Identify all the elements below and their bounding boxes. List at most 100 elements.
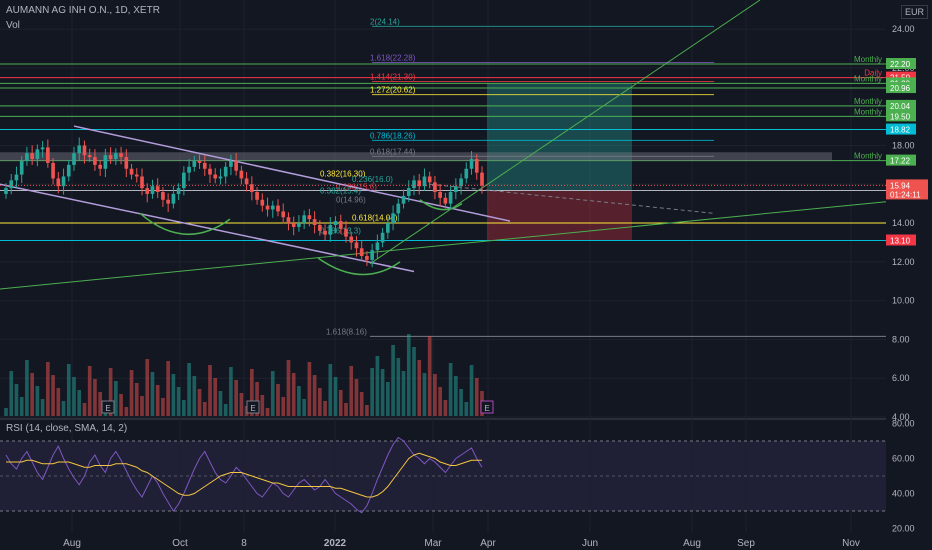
volume-bar — [129, 370, 134, 416]
candle-body — [87, 155, 92, 158]
last-price-value: 15.94 — [890, 181, 911, 190]
volume-bar — [14, 384, 19, 416]
volume-bar — [192, 376, 197, 416]
candle-body — [114, 153, 118, 160]
pattern-arc — [419, 199, 463, 211]
earnings-marker — [480, 400, 494, 414]
x-tick-label: Aug — [63, 538, 81, 549]
volume-bar — [250, 369, 254, 416]
candle-body — [129, 168, 134, 175]
price-level-value: 20.96 — [890, 84, 911, 93]
rsi-tick-label: 60.00 — [892, 454, 915, 464]
price-level-value: 18.82 — [890, 126, 911, 135]
candle-body — [375, 242, 380, 251]
x-tick-label: 8 — [241, 538, 247, 549]
candle-body — [35, 149, 40, 160]
candle-body — [365, 256, 369, 260]
volume-bar — [208, 365, 212, 416]
candle-body — [255, 192, 259, 200]
candle-body — [25, 153, 29, 161]
candle-body — [380, 232, 385, 243]
volume-bar — [72, 377, 76, 416]
x-tick-label: Mar — [424, 538, 442, 549]
long-stop-zone — [487, 190, 632, 241]
candle-body — [276, 205, 280, 212]
volume-bar — [333, 377, 338, 416]
volume-bar — [270, 371, 275, 416]
earnings-marker-label: E — [250, 404, 255, 413]
volume-bar — [307, 362, 312, 416]
volume-bar — [171, 374, 176, 416]
candle-body — [323, 230, 327, 235]
candle-body — [166, 199, 170, 204]
candle-body — [140, 176, 144, 189]
volume-bar — [370, 368, 374, 416]
level-tag: Monthly — [854, 74, 882, 83]
candle-body — [459, 178, 463, 187]
volume-bar — [30, 373, 34, 416]
candle-body — [291, 223, 296, 227]
volume-bar — [61, 401, 66, 416]
volume-label: Vol — [6, 20, 20, 31]
candle-body — [396, 203, 401, 214]
candle-body — [464, 168, 469, 179]
candle-body — [145, 188, 150, 194]
candle-body — [433, 182, 437, 193]
fib-label: 0(14.96) — [336, 195, 366, 204]
fib-label: 0.618(14.04) — [352, 213, 398, 222]
price-tick-label: 6.00 — [892, 373, 910, 383]
price-tick-label: 4.00 — [892, 412, 910, 422]
volume-bar — [255, 382, 259, 416]
price-tick-label: 10.00 — [892, 296, 915, 306]
level-tag: Daily — [864, 69, 882, 78]
long-trend-line — [0, 201, 887, 290]
candle-body — [270, 205, 275, 210]
volume-bar — [25, 360, 29, 416]
volume-bar — [438, 387, 442, 416]
rsi-line — [5, 436, 483, 514]
candle-body — [9, 180, 14, 189]
candle-body — [302, 215, 306, 224]
channel-lower-line — [0, 183, 415, 273]
projection-line — [429, 183, 715, 214]
price-level-badge — [886, 99, 916, 111]
price-level-badge — [886, 82, 916, 94]
rsi-ma-line — [6, 452, 482, 498]
price-tick-label: 18.00 — [892, 140, 915, 150]
candle-body — [281, 211, 286, 218]
volume-bar — [474, 378, 479, 416]
volume-bar — [260, 395, 265, 416]
volume-bar — [223, 404, 228, 416]
candle-body — [354, 242, 359, 249]
volume-bar — [354, 379, 359, 416]
volume-bar — [396, 358, 401, 416]
candle-body — [46, 147, 50, 163]
volume-bar — [412, 347, 416, 416]
volume-bar — [108, 368, 113, 416]
volume-bar — [119, 394, 123, 416]
rsi-tick-label: 40.00 — [892, 489, 915, 499]
candle-body — [401, 195, 406, 204]
x-tick-label: Jun — [582, 538, 598, 549]
candle-body — [103, 155, 108, 169]
countdown-timer: 01:24:11 — [890, 190, 921, 199]
volume-bar — [448, 363, 453, 416]
candle-body — [443, 197, 448, 204]
price-level-badge — [886, 234, 916, 246]
currency-badge[interactable]: EUR — [900, 5, 928, 19]
volume-bar — [338, 390, 343, 416]
candle-body — [171, 193, 176, 204]
earnings-marker-label: E — [105, 404, 110, 413]
volume-bar — [4, 408, 8, 416]
candle-body — [14, 174, 19, 181]
candle-body — [108, 155, 113, 160]
candle-body — [454, 186, 458, 193]
candle-body — [286, 217, 291, 224]
volume-bar — [197, 389, 202, 416]
volume-bar — [145, 359, 150, 416]
candle-body — [448, 192, 453, 204]
price-tick-label: 14.00 — [892, 218, 915, 228]
volume-bar — [77, 390, 82, 416]
x-tick-label: Sep — [737, 538, 755, 549]
